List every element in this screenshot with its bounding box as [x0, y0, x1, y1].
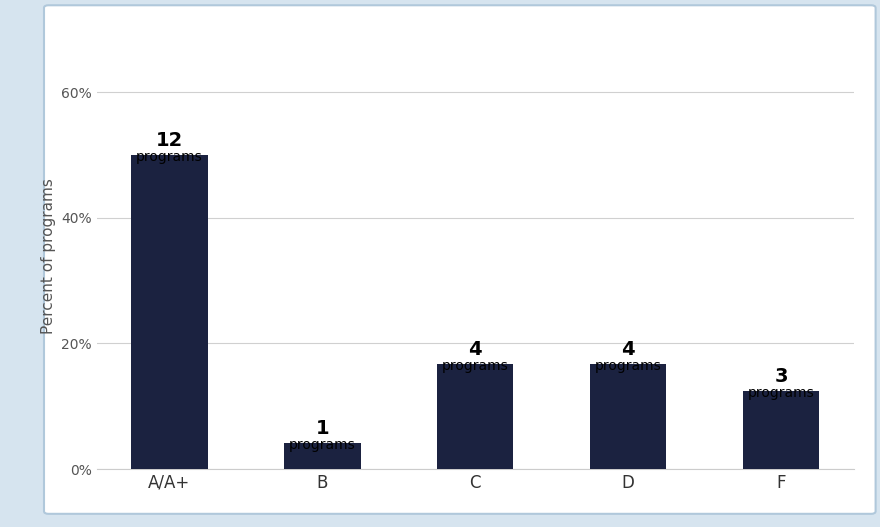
Text: 12: 12 — [156, 131, 183, 150]
Bar — [437, 364, 513, 469]
Text: 3: 3 — [774, 367, 788, 386]
Text: programs: programs — [289, 438, 356, 452]
Bar — [590, 364, 666, 469]
Bar — [284, 443, 361, 469]
Bar — [743, 391, 819, 469]
Text: programs: programs — [595, 359, 662, 374]
Text: programs: programs — [442, 359, 509, 374]
Text: 4: 4 — [468, 340, 482, 359]
Y-axis label: Percent of programs: Percent of programs — [40, 178, 55, 334]
Text: programs: programs — [136, 150, 202, 164]
Bar — [131, 155, 208, 469]
Text: 4: 4 — [621, 340, 634, 359]
Text: programs: programs — [748, 386, 814, 399]
Text: 1: 1 — [316, 419, 329, 438]
